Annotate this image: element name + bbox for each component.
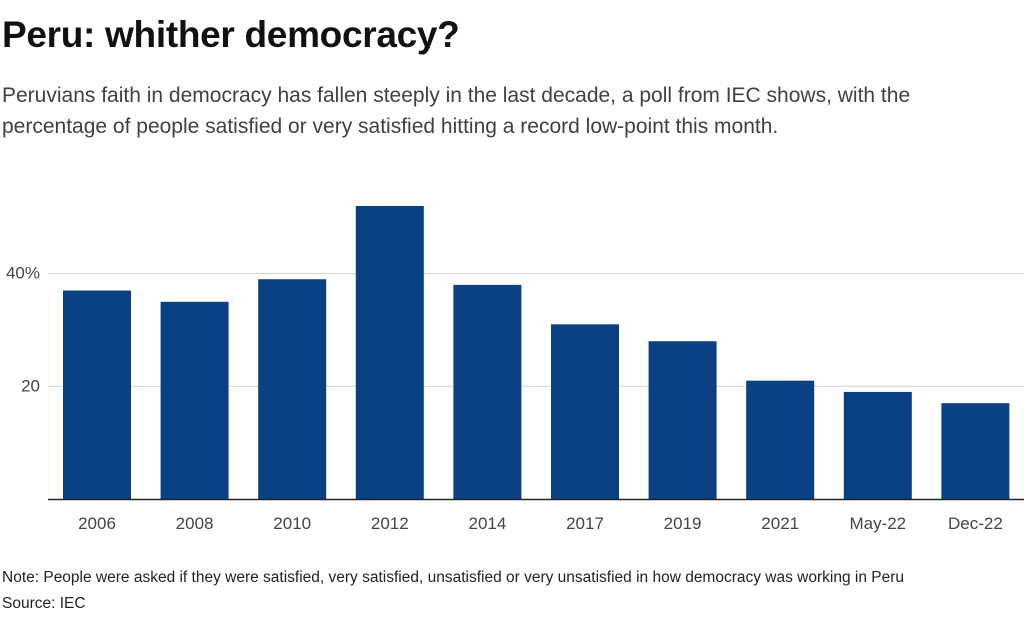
bar-2021 bbox=[746, 380, 815, 499]
chart-subtitle: Peruvians faith in democracy has fallen … bbox=[2, 84, 911, 138]
tick-labels: 20 40% 2006 2008 2010 2012 2014 2017 2019 2021 May… bbox=[6, 264, 1003, 533]
x-tick-label-2008: 2008 bbox=[176, 514, 214, 533]
bar-2014 bbox=[453, 284, 522, 499]
x-tick-label-2017: 2017 bbox=[566, 514, 604, 533]
x-tick-label-Dec-22: Dec-22 bbox=[948, 514, 1003, 533]
x-tick-label-2012: 2012 bbox=[371, 514, 409, 533]
bar-2006 bbox=[63, 290, 131, 499]
x-tick-label-May-22: May-22 bbox=[849, 514, 906, 533]
x-tick-label-2006: 2006 bbox=[78, 514, 116, 533]
chart-title: Peru: whither democracy? bbox=[2, 14, 460, 55]
bars bbox=[63, 205, 1010, 500]
y-tick-label-40: 40% bbox=[6, 264, 40, 283]
bar-2012 bbox=[355, 205, 424, 500]
bar-2017 bbox=[551, 324, 619, 499]
x-tick-label-2021: 2021 bbox=[761, 514, 799, 533]
bar-2019 bbox=[648, 341, 717, 499]
bar-May-22 bbox=[843, 391, 912, 499]
x-tick-label-2010: 2010 bbox=[273, 514, 311, 533]
bar-chart: 20 40% 2006 2008 2010 2012 2014 2017 2019 2021 May… bbox=[6, 205, 1024, 533]
x-tick-label-2019: 2019 bbox=[664, 514, 702, 533]
bar-2010 bbox=[258, 279, 327, 499]
bar-Dec-22 bbox=[941, 403, 1010, 499]
chart-source: Source: IEC bbox=[2, 595, 86, 612]
y-tick-label-20: 20 bbox=[21, 376, 40, 395]
x-tick-label-2014: 2014 bbox=[468, 514, 506, 533]
bar-2008 bbox=[160, 301, 229, 499]
chart-note: Note: People were asked if they were sat… bbox=[2, 569, 905, 586]
